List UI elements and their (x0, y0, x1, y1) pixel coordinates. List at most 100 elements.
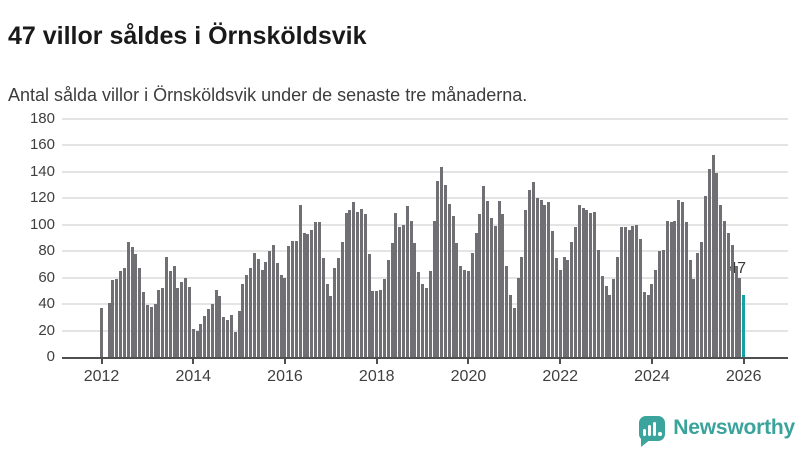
x-axis-label: 2018 (358, 368, 395, 385)
bar (474, 232, 478, 357)
bar (715, 173, 719, 357)
bar (604, 285, 608, 357)
bar (333, 268, 337, 357)
bar (436, 181, 440, 357)
bar (229, 314, 233, 357)
bar (489, 218, 493, 357)
y-axis-label: 140 (29, 162, 55, 180)
bar (203, 316, 207, 357)
bar (417, 272, 421, 357)
y-axis-label: 180 (29, 110, 55, 127)
bar (363, 214, 367, 357)
bar (153, 304, 157, 357)
bar (291, 240, 295, 357)
bar (516, 277, 520, 357)
bar (692, 278, 696, 357)
bar (512, 308, 516, 357)
bar (310, 230, 314, 357)
bar (172, 265, 176, 357)
bar (126, 241, 130, 357)
x-axis-tick (375, 359, 378, 364)
bar (352, 202, 356, 357)
bar (734, 265, 738, 357)
bar (100, 308, 103, 357)
highlighted-bar (742, 294, 746, 357)
bar (573, 227, 577, 357)
x-axis-label: 2012 (83, 368, 120, 385)
bar (157, 289, 161, 357)
x-axis-line (62, 357, 788, 359)
bar (241, 284, 245, 357)
bar (551, 231, 555, 357)
bar (336, 257, 340, 357)
bar (459, 265, 463, 357)
bar (688, 260, 692, 357)
x-axis-label: 2016 (267, 368, 303, 385)
y-axis-label: 40 (38, 295, 55, 313)
bar (191, 329, 195, 357)
bar (524, 210, 528, 357)
bar (501, 214, 505, 357)
y-axis-label: 80 (38, 242, 55, 260)
page-subtitle: Antal sålda villor i Örnsköldsvik under … (8, 85, 528, 105)
bar (294, 240, 298, 357)
bar (379, 289, 383, 357)
bar (207, 309, 211, 357)
x-axis-tick (650, 359, 653, 364)
bar (612, 278, 616, 357)
bar (142, 292, 146, 357)
y-axis-label: 0 (46, 348, 55, 365)
bar (447, 203, 451, 357)
bar (684, 222, 688, 357)
bar (115, 278, 119, 357)
bar (359, 208, 363, 357)
bar (421, 284, 425, 357)
bar (623, 227, 627, 357)
bar (723, 220, 727, 357)
bar (252, 252, 256, 357)
bar (596, 249, 600, 357)
bar (138, 268, 142, 357)
bar (428, 271, 432, 357)
bar (272, 244, 275, 357)
x-axis-tick (559, 359, 562, 364)
bar (180, 281, 184, 357)
bar (245, 275, 249, 357)
bar (635, 224, 639, 357)
bar (497, 200, 501, 357)
bar (432, 220, 436, 357)
x-axis-tick (192, 359, 195, 364)
bar (226, 319, 230, 357)
bar (390, 243, 394, 357)
bar (218, 296, 222, 357)
bar (214, 289, 218, 357)
bar (348, 210, 352, 357)
bar (256, 259, 260, 357)
bar (566, 260, 570, 357)
gridline (62, 144, 788, 147)
bar (547, 202, 551, 357)
bar (130, 247, 134, 357)
bar (719, 204, 723, 357)
bar (520, 256, 524, 357)
gridline (62, 118, 788, 120)
bar (681, 202, 685, 357)
x-axis-label: 2020 (450, 368, 487, 385)
bar (589, 212, 593, 357)
bar (463, 269, 467, 357)
bar (539, 199, 543, 357)
bar (627, 230, 631, 357)
bar (665, 220, 669, 357)
bar (249, 268, 253, 357)
bar (696, 252, 700, 357)
bar (367, 253, 371, 357)
bar (314, 222, 318, 357)
bar (482, 186, 486, 357)
bar (340, 241, 344, 357)
bar (264, 261, 268, 357)
y-axis-label: 120 (29, 189, 55, 207)
gridline (62, 250, 788, 253)
gridline (62, 197, 788, 200)
bar (486, 200, 490, 357)
bar (444, 185, 448, 357)
